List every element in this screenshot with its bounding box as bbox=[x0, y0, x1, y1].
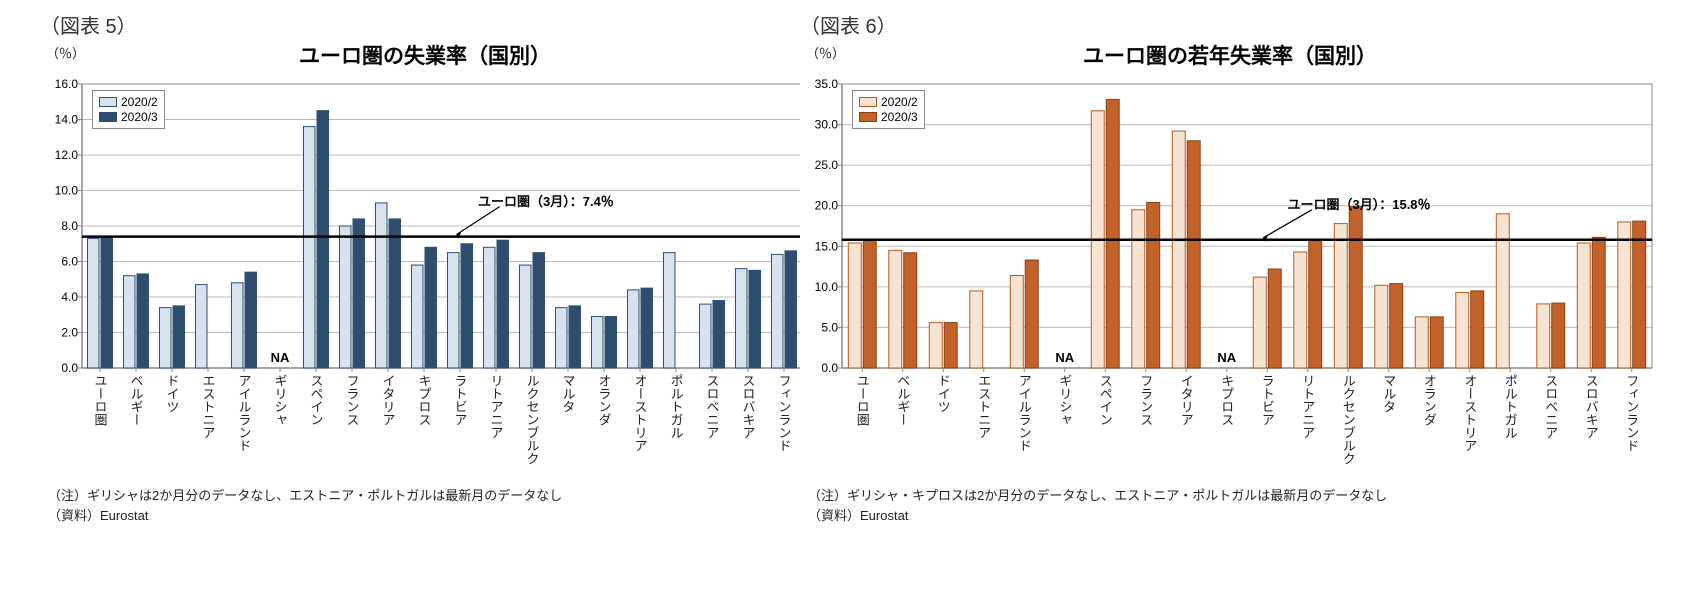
chart1-notes: （注）ギリシャは2か月分のデータなし、エストニア・ポルトガルは最新月のデータなし… bbox=[48, 486, 810, 525]
x-axis-labels: ユーロ圏ベルギードイツエストニアアイルランドギリシャスペインフランスイタリアキプ… bbox=[82, 374, 802, 465]
svg-text:20.0: 20.0 bbox=[815, 199, 839, 213]
svg-text:15.0: 15.0 bbox=[815, 239, 839, 253]
chart-6-panel: （図表 6） （％） ユーロ圏の若年失業率（国別） 0.05.010.015.0… bbox=[800, 10, 1660, 525]
legend: 2020/22020/3 bbox=[92, 90, 165, 129]
ref-label: ユーロ圏（3月）：15.8％ bbox=[1288, 194, 1431, 213]
svg-text:0.0: 0.0 bbox=[61, 361, 78, 375]
svg-text:0.0: 0.0 bbox=[821, 361, 838, 375]
chart2-title: ユーロ圏の若年失業率（国別） bbox=[800, 40, 1660, 70]
chart2-plot: 0.0 5.0 10.0 15.0 20.0 25.0 30.0 35.0 ユーロ圏（3月）：1… bbox=[800, 76, 1660, 396]
svg-text:14.0: 14.0 bbox=[55, 113, 79, 127]
fig6-label: （図表 6） bbox=[800, 10, 1660, 39]
na-label: NA bbox=[1055, 350, 1074, 365]
chart2-note: （注）ギリシャ・キプロスは2か月分のデータなし、エストニア・ポルトガルは最新月の… bbox=[808, 486, 1660, 506]
na-label: NA bbox=[271, 350, 290, 365]
svg-text:10.0: 10.0 bbox=[55, 184, 79, 198]
ref-label: ユーロ圏（3月）：7.4％ bbox=[478, 191, 614, 210]
svg-text:10.0: 10.0 bbox=[815, 280, 839, 294]
na-label: NA bbox=[1217, 350, 1236, 365]
svg-text:2.0: 2.0 bbox=[61, 326, 78, 340]
chart2-source: （資料）Eurostat bbox=[808, 506, 1660, 526]
legend: 2020/22020/3 bbox=[852, 90, 925, 129]
fig5-label: （図表 5） bbox=[40, 10, 810, 39]
chart2-notes: （注）ギリシャ・キプロスは2か月分のデータなし、エストニア・ポルトガルは最新月の… bbox=[808, 486, 1660, 525]
svg-text:6.0: 6.0 bbox=[61, 255, 78, 269]
chart-5-panel: （図表 5） （％） ユーロ圏の失業率（国別） 0.02.04.06.08.01… bbox=[40, 10, 810, 525]
svg-text:30.0: 30.0 bbox=[815, 118, 839, 132]
svg-text:25.0: 25.0 bbox=[815, 158, 839, 172]
svg-text:4.0: 4.0 bbox=[61, 290, 78, 304]
svg-text:8.0: 8.0 bbox=[61, 219, 78, 233]
chart1-source: （資料）Eurostat bbox=[48, 506, 810, 526]
x-axis-labels: ユーロ圏ベルギードイツエストニアアイルランドギリシャスペインフランスイタリアキプ… bbox=[842, 374, 1652, 465]
chart1-plot: 0.0 2.0 4.0 6.0 8.0 10.0 12.0 14.0 16.0 ユーロ圏（3月）：… bbox=[40, 76, 810, 396]
chart1-title: ユーロ圏の失業率（国別） bbox=[40, 40, 810, 70]
chart1-note: （注）ギリシャは2か月分のデータなし、エストニア・ポルトガルは最新月のデータなし bbox=[48, 486, 810, 506]
svg-text:35.0: 35.0 bbox=[815, 77, 839, 91]
svg-text:5.0: 5.0 bbox=[821, 320, 838, 334]
svg-text:12.0: 12.0 bbox=[55, 148, 79, 162]
svg-text:16.0: 16.0 bbox=[55, 77, 79, 91]
